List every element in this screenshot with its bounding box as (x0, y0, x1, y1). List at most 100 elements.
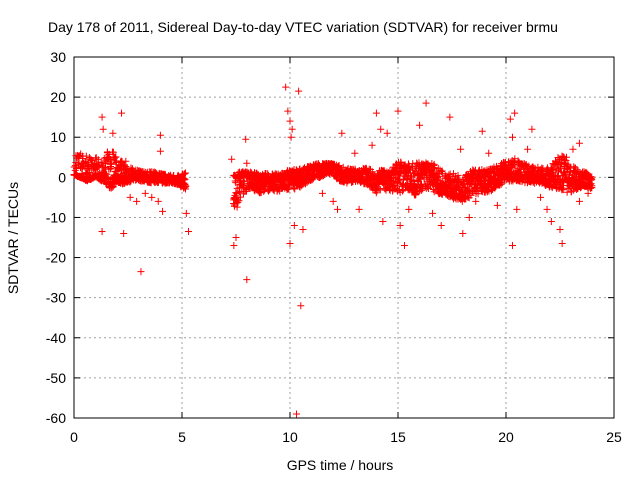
data-point (242, 135, 250, 143)
y-tick-label: 30 (50, 49, 66, 65)
data-point (243, 159, 251, 167)
data-point (425, 185, 433, 193)
data-point (284, 107, 292, 115)
data-point (528, 125, 536, 133)
data-point (557, 163, 565, 171)
y-axis-label: SDTVAR / TECUs (5, 182, 21, 294)
x-tick-label: 10 (282, 429, 298, 445)
data-point (454, 171, 462, 179)
x-tick-label: 25 (606, 429, 622, 445)
data-point (99, 125, 107, 133)
axis-ticks (73, 56, 615, 419)
data-point (288, 125, 296, 133)
data-point (474, 190, 482, 198)
data-point (85, 162, 93, 170)
data-point (232, 234, 240, 241)
data-point (182, 169, 190, 177)
data-point (558, 240, 566, 248)
data-point (300, 179, 308, 187)
data-point (240, 177, 248, 185)
data-point (137, 268, 145, 276)
data-point (470, 180, 478, 188)
data-point (513, 205, 521, 213)
data-point (228, 155, 236, 163)
data-point (556, 225, 564, 233)
data-point (400, 242, 408, 250)
y-tick-label: -60 (46, 410, 66, 426)
data-point (235, 197, 243, 205)
y-tick-labels: -60 -50 -40 -30 -20 -10 0 10 20 30 (46, 49, 66, 426)
data-point (575, 197, 583, 205)
x-axis-label: GPS time / hours (287, 457, 394, 473)
data-point (377, 125, 385, 133)
chart-title: Day 178 of 2011, Sidereal Day-to-day VTE… (48, 19, 558, 35)
data-point (493, 201, 501, 209)
data-point (351, 149, 359, 157)
data-point (418, 186, 426, 194)
data-point (334, 205, 342, 213)
y-tick-label: -50 (46, 370, 66, 386)
data-point (379, 217, 387, 225)
data-point (121, 161, 129, 169)
data-point (468, 178, 476, 186)
data-point (180, 184, 188, 192)
data-point (372, 109, 380, 117)
data-point (390, 181, 398, 189)
data-point (297, 302, 305, 310)
data-point (422, 99, 430, 107)
data-point (230, 242, 238, 250)
data-point (159, 207, 167, 215)
data-point (559, 153, 567, 161)
data-point (390, 173, 398, 181)
data-point (184, 227, 192, 235)
x-tick-label: 5 (178, 429, 186, 445)
data-point (82, 152, 90, 160)
data-point (103, 149, 111, 157)
data-point (588, 184, 596, 192)
y-tick-label: 0 (58, 169, 66, 185)
data-point (111, 153, 119, 161)
data-point (478, 127, 486, 135)
data-point (405, 205, 413, 213)
data-point (122, 157, 130, 165)
data-point (103, 170, 111, 178)
data-point (295, 87, 303, 95)
data-point (569, 145, 577, 153)
data-point (554, 173, 562, 181)
data-point (435, 175, 443, 183)
data-point (107, 160, 115, 168)
y-tick-label: -20 (46, 250, 66, 266)
data-point (232, 179, 240, 187)
data-point (182, 183, 190, 191)
data-point (485, 149, 493, 157)
data-point (562, 153, 570, 161)
data-point (235, 188, 243, 196)
data-point (375, 185, 383, 193)
data-point (180, 176, 188, 184)
x-tick-label: 20 (498, 429, 514, 445)
data-point (547, 217, 555, 225)
data-point (434, 164, 442, 172)
data-point (550, 171, 558, 179)
data-point (430, 165, 438, 173)
data-point (242, 187, 250, 195)
data-point (287, 133, 295, 141)
y-tick-label: -40 (46, 330, 66, 346)
data-point (292, 410, 300, 418)
data-point (508, 133, 516, 141)
data-point (508, 242, 516, 250)
y-tick-label: -10 (46, 209, 66, 225)
data-point (416, 121, 424, 129)
x-tick-labels: 0 5 10 15 20 25 (70, 429, 622, 445)
data-point (465, 213, 473, 221)
data-point (429, 209, 437, 217)
data-point (338, 129, 346, 137)
data-point (236, 193, 244, 201)
data-point (86, 155, 94, 163)
data-point (459, 229, 467, 237)
data-point (180, 170, 188, 178)
data-point (233, 203, 241, 211)
data-point (437, 221, 445, 229)
data-point (543, 205, 551, 213)
data-point (282, 83, 290, 91)
